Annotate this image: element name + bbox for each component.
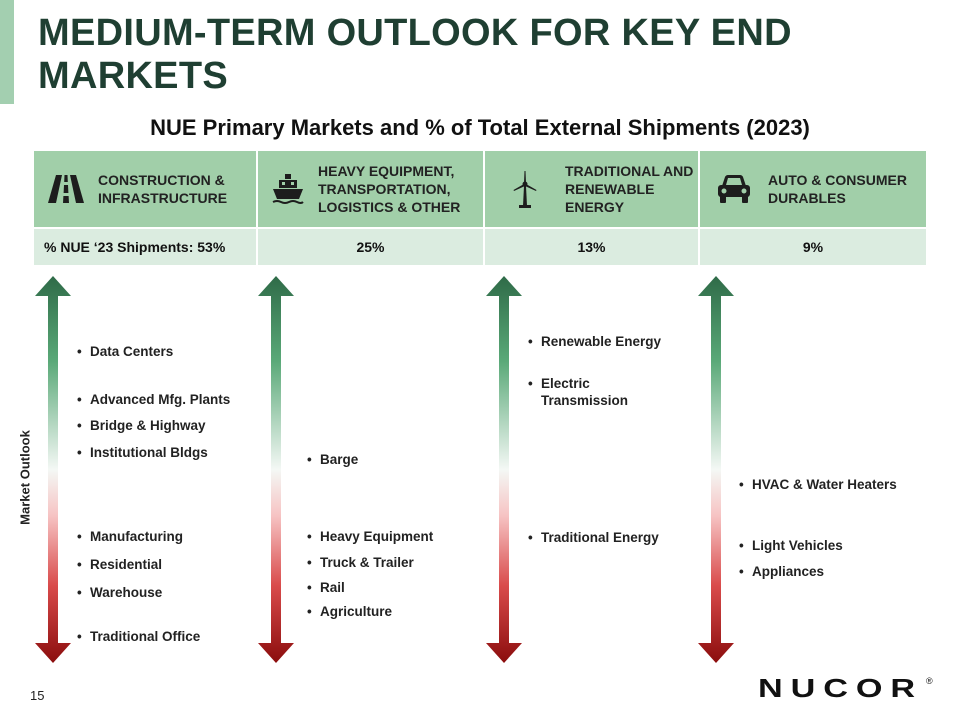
- market-item: • Data Centers: [77, 344, 174, 359]
- header-row: CONSTRUCTION & INFRASTRUCTURE HEAVY EQUI…: [34, 151, 926, 227]
- axis-label: Market Outlook: [17, 430, 33, 525]
- market-item: • Light Vehicles: [739, 538, 843, 553]
- market-item: • Appliances: [739, 564, 825, 579]
- market-item: • Institutional Bldgs: [77, 445, 208, 460]
- wind-turbine-icon: [485, 170, 565, 208]
- market-item: • Advanced Mfg. Plants: [77, 392, 231, 407]
- market-item: • Electric Transmission: [528, 376, 629, 408]
- page-number: 15: [30, 688, 45, 703]
- market-item: • HVAC & Water Heaters: [739, 477, 897, 492]
- percentage-row: % NUE ‘23 Shipments: 53% 25% 13% 9%: [34, 229, 926, 265]
- market-item: • Traditional Office: [77, 629, 201, 644]
- outlook-arrow-3: [486, 276, 522, 663]
- market-item: • Residential: [77, 557, 163, 572]
- market-item: • Heavy Equipment: [307, 529, 434, 544]
- header-heavy-equipment: HEAVY EQUIPMENT, TRANSPORTATION, LOGISTI…: [258, 151, 483, 227]
- table-subtitle: NUE Primary Markets and % of Total Exter…: [150, 115, 810, 140]
- outlook-arrow-2: [258, 276, 294, 663]
- market-item: • Barge: [307, 452, 359, 467]
- header-label: HEAVY EQUIPMENT, TRANSPORTATION, LOGISTI…: [318, 163, 461, 215]
- logo-text: NUCOR: [758, 676, 923, 700]
- market-item: • Rail: [307, 580, 345, 595]
- market-item: • Agriculture: [307, 604, 393, 619]
- header-label: CONSTRUCTION & INFRASTRUCTURE: [98, 172, 228, 206]
- market-item: • Truck & Trailer: [307, 555, 414, 570]
- slide-title: MEDIUM-TERM OUTLOOK FOR KEY END MARKETS: [38, 12, 792, 97]
- pct-value: 25%: [356, 239, 385, 255]
- accent-bar: [0, 0, 14, 104]
- pct-value: 53%: [197, 239, 226, 255]
- pct-auto: 9%: [700, 229, 926, 265]
- market-item: • Warehouse: [77, 585, 163, 600]
- nucor-logo: NUCOR ®: [758, 676, 933, 700]
- pct-row-label: % NUE ‘23 Shipments:: [44, 239, 194, 255]
- markets-table: CONSTRUCTION & INFRASTRUCTURE HEAVY EQUI…: [34, 151, 926, 265]
- pct-value: 9%: [802, 239, 824, 255]
- market-item: • Renewable Energy: [528, 334, 662, 349]
- road-icon: [34, 175, 98, 203]
- pct-value: 13%: [577, 239, 606, 255]
- registered-mark: ®: [926, 676, 933, 686]
- header-label: TRADITIONAL AND RENEWABLE ENERGY: [565, 163, 694, 215]
- market-item: • Traditional Energy: [528, 530, 659, 545]
- pct-construction: % NUE ‘23 Shipments: 53%: [34, 229, 256, 265]
- car-icon: [700, 174, 768, 204]
- header-construction: CONSTRUCTION & INFRASTRUCTURE: [34, 151, 256, 227]
- header-energy: TRADITIONAL AND RENEWABLE ENERGY: [485, 151, 698, 227]
- market-item: • Bridge & Highway: [77, 418, 206, 433]
- pct-energy: 13%: [485, 229, 698, 265]
- outlook-arrow-4: [698, 276, 734, 663]
- header-label: AUTO & CONSUMER DURABLES: [768, 172, 907, 206]
- pct-heavy-equipment: 25%: [258, 229, 483, 265]
- outlook-arrow-1: [35, 276, 71, 663]
- header-auto: AUTO & CONSUMER DURABLES: [700, 151, 926, 227]
- ship-icon: [258, 173, 318, 205]
- market-item: • Manufacturing: [77, 529, 183, 544]
